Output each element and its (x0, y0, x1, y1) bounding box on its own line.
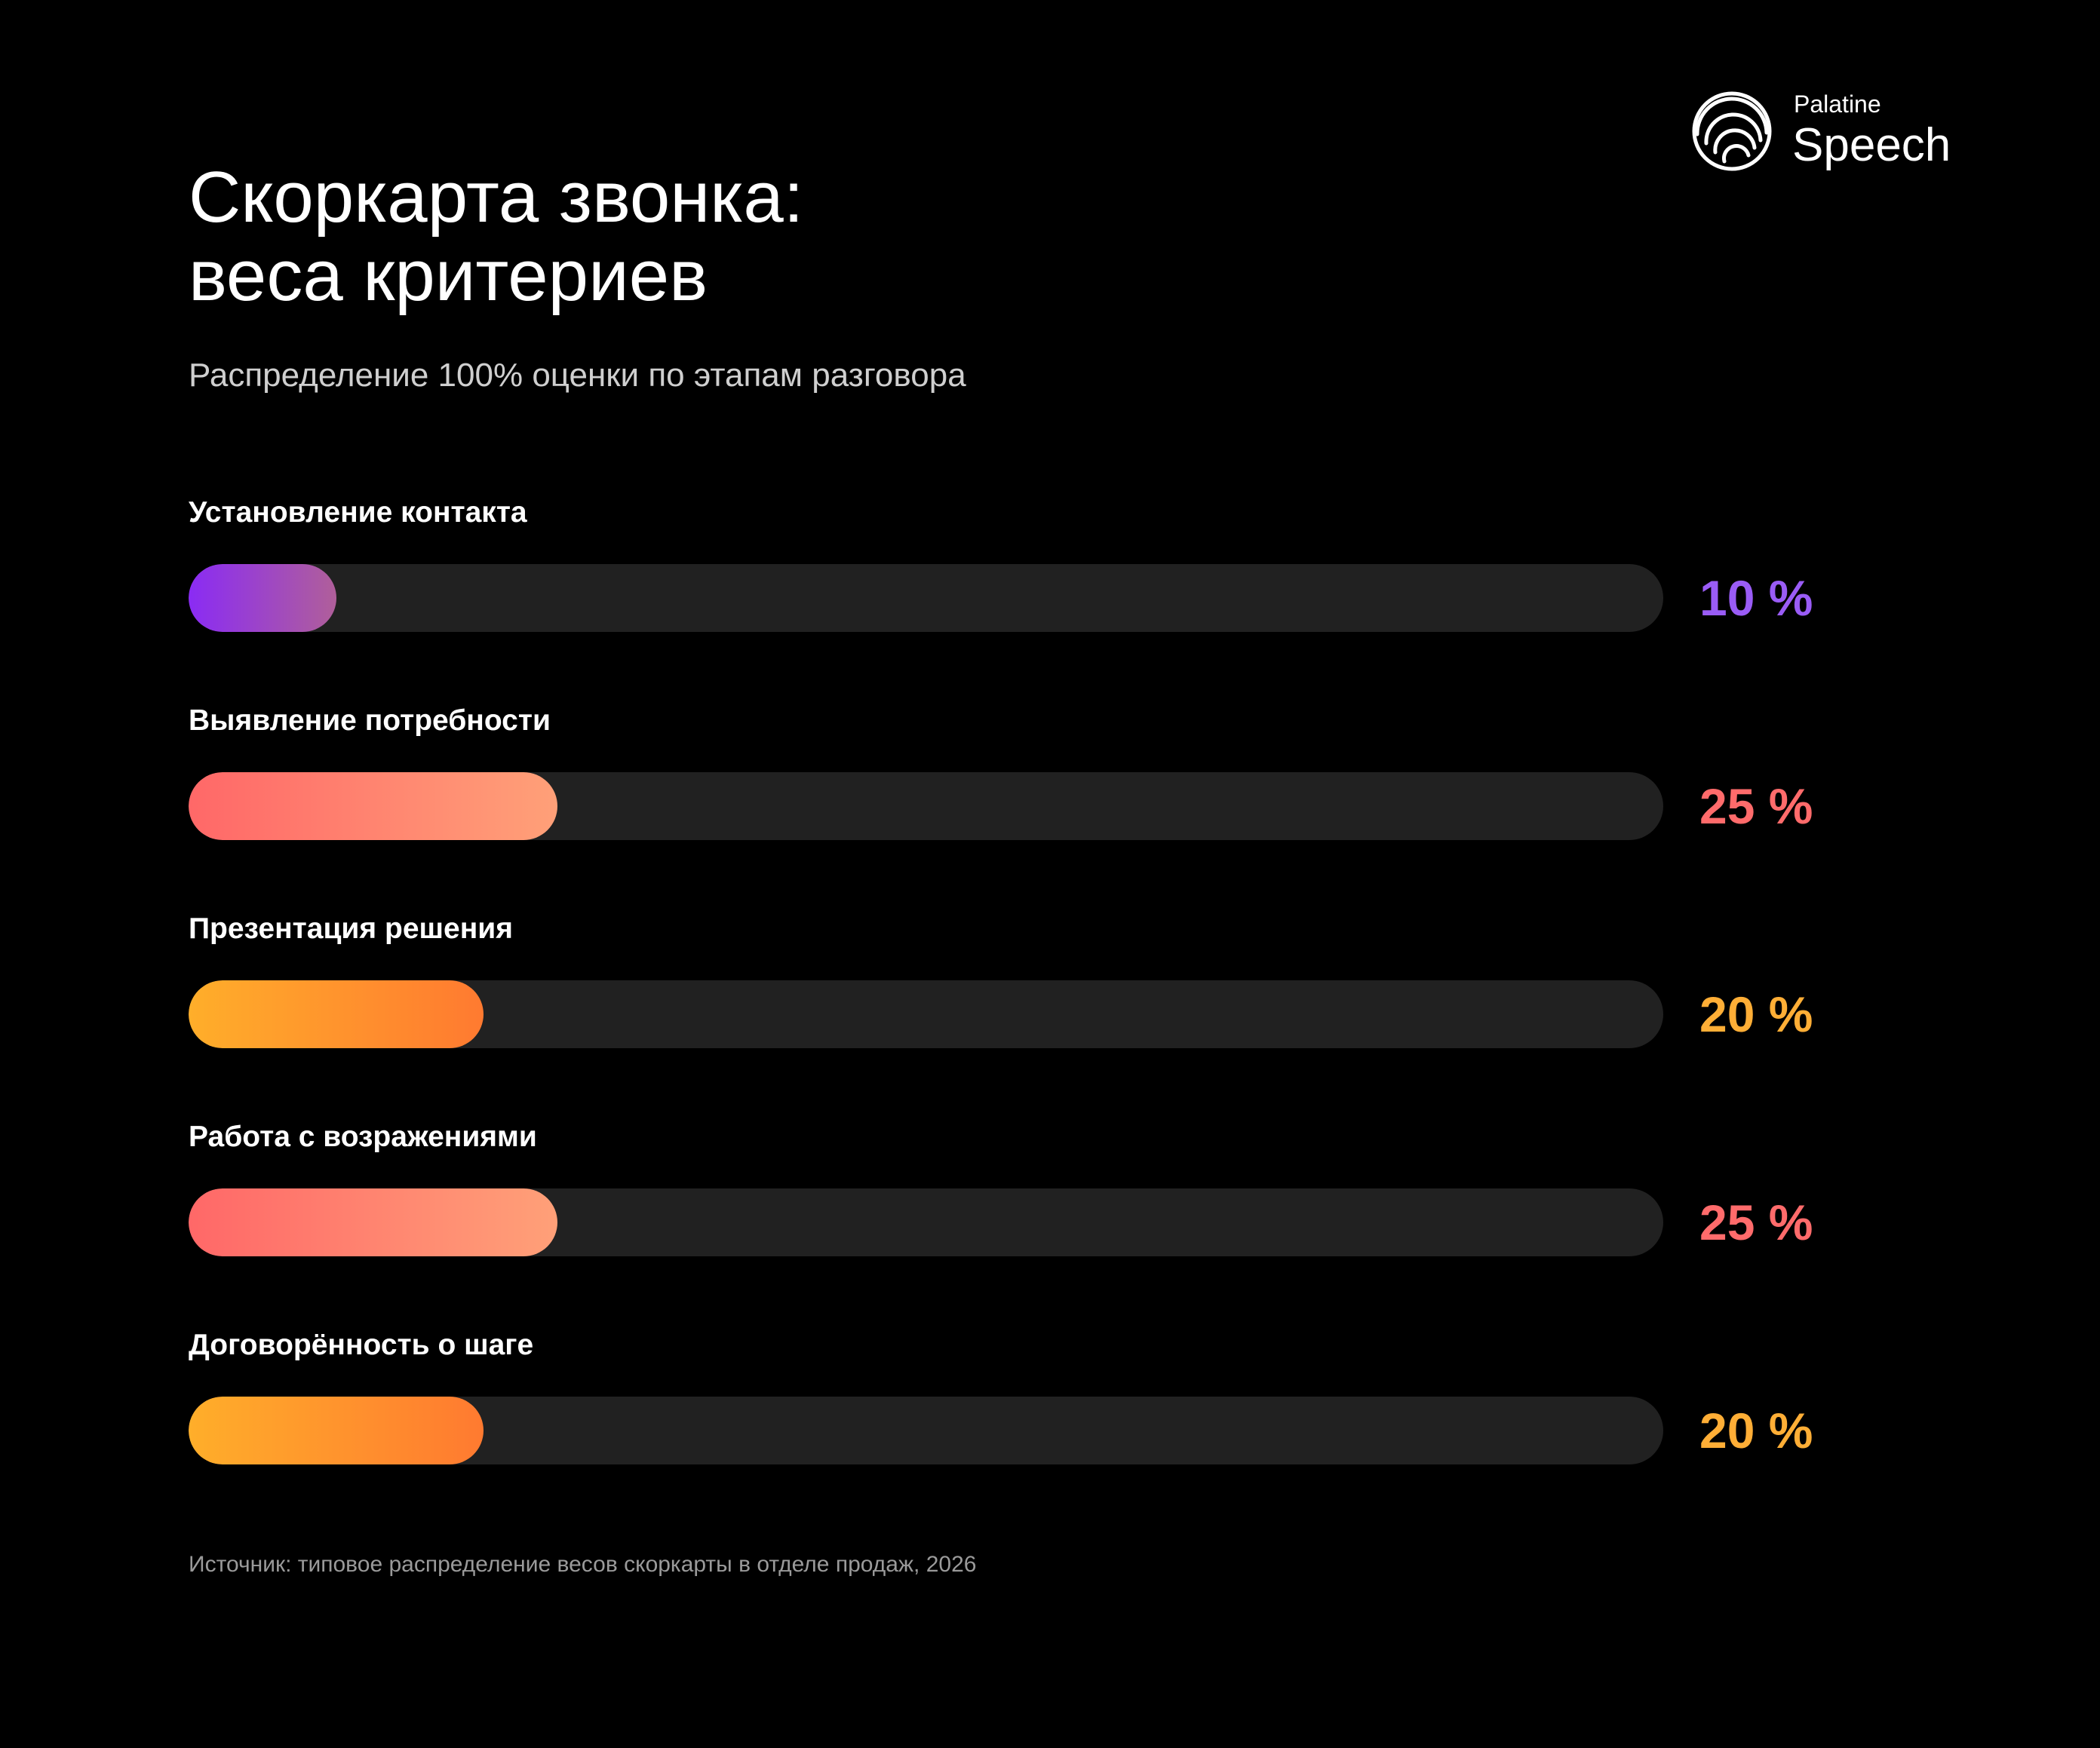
bar (189, 1188, 557, 1256)
title-line-1: Скоркарта звонка: (189, 157, 804, 238)
brand-name: Speech (1792, 119, 1951, 171)
brand-small-text: Palatine (1794, 90, 1881, 118)
title-line-2: веса критериев (189, 235, 708, 316)
bar-value-label: 20 % (1699, 986, 1813, 1042)
bar (189, 1397, 484, 1464)
bar-label: Работа с возражениями (189, 1121, 537, 1153)
bar-track (189, 564, 1663, 632)
bar (189, 980, 484, 1048)
palatine-speech-logo-icon (1692, 91, 1772, 171)
bar-value-label: 25 % (1699, 778, 1813, 834)
bar-track (189, 980, 1663, 1048)
bar-value-label: 20 % (1699, 1403, 1813, 1458)
bar (189, 564, 336, 632)
bar-track (189, 1188, 1663, 1256)
bar-label: Выявление потребности (189, 704, 551, 737)
bar-track (189, 772, 1663, 840)
chart-subtitle: Распределение 100% оценки по этапам разг… (189, 357, 966, 394)
page-title: Скоркарта звонка: веса критериев (189, 158, 803, 315)
bar-label: Презентация решения (189, 912, 513, 945)
bar-track (189, 1397, 1663, 1464)
brand-logo: Palatine Speech (1691, 89, 1955, 176)
source-note: Источник: типовое распределение весов ск… (189, 1552, 977, 1577)
bar-label: Договорённость о шаге (189, 1329, 534, 1361)
bar-value-label: 10 % (1699, 570, 1813, 626)
bar-value-label: 25 % (1699, 1194, 1813, 1250)
bar (189, 772, 557, 840)
bar-label: Установление контакта (189, 496, 527, 529)
